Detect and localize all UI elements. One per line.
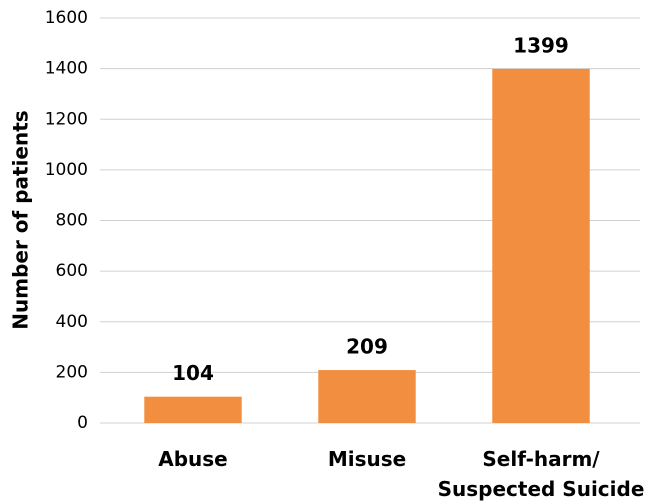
data-label: 209 (346, 335, 388, 359)
data-label: 104 (172, 361, 214, 385)
bar (144, 396, 242, 423)
bar (492, 68, 590, 424)
y-tick-label: 1600 (45, 8, 88, 28)
y-tick-label: 400 (56, 312, 88, 332)
x-tick-label: Self-harm/Suspected Suicide (438, 447, 645, 501)
y-tick-label: 1000 (45, 160, 88, 180)
y-tick-label: 0 (77, 413, 88, 433)
x-tick-label: Misuse (328, 447, 406, 471)
data-label: 1399 (513, 33, 569, 57)
y-tick-label: 1200 (45, 109, 88, 129)
x-tick-label: Abuse (158, 447, 228, 471)
y-tick-label: 1400 (45, 59, 88, 79)
bar (318, 370, 416, 423)
y-axis-label: Number of patients (9, 110, 33, 329)
y-tick-label: 600 (56, 261, 88, 281)
y-tick-label: 200 (56, 362, 88, 382)
y-tick-label: 800 (56, 211, 88, 231)
